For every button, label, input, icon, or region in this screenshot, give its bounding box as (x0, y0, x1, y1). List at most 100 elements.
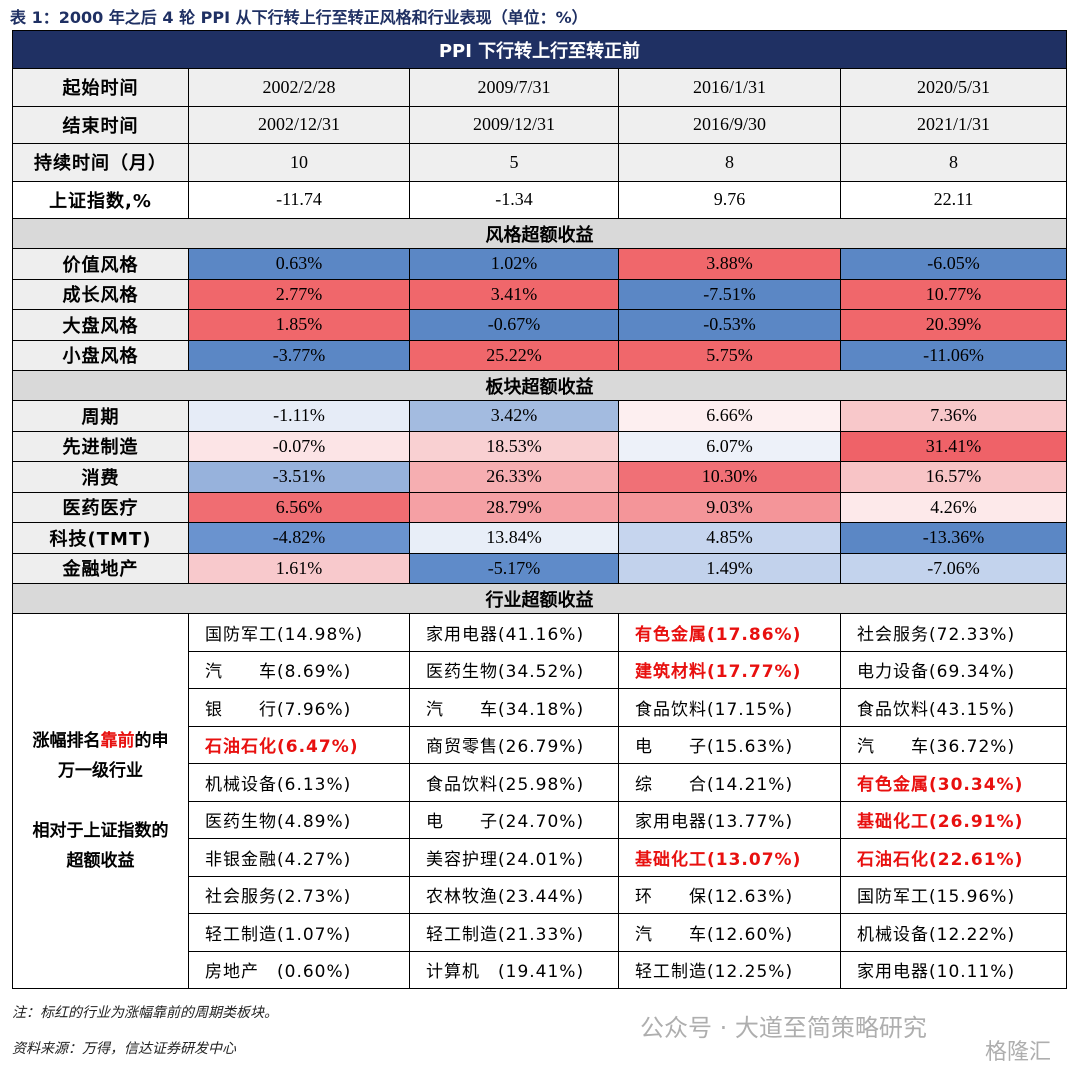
industry-cell: 计算机 (19.41%) (409, 950, 619, 989)
industry-cell: 医药生物(34.52%) (409, 650, 619, 689)
industry-cell: 环 保(12.63%) (618, 875, 841, 914)
heat-cell: 4.85% (618, 522, 841, 554)
row: 医药医疗 6.56% 28.79% 9.03% 4.26% (12, 491, 1068, 523)
row: 结束时间 2002/12/31 2009/12/31 2016/9/30 2021/1/… (12, 105, 1068, 144)
row-label: 持续时间（月） (12, 143, 189, 182)
row: PPI 下行转上行至转正前 (11, 30, 1068, 69)
row: 医药生物(4.89%) 电 子(24.70%) 家用电器(13.77%) 基础化工(2… (13, 800, 1068, 839)
heat-cell: -1.11% (188, 400, 410, 432)
row-label: 科技(TMT) (12, 522, 189, 554)
heat-cell: 3.42% (409, 400, 619, 432)
heat-cell: 10.30% (618, 461, 841, 493)
row-label: 金融地产 (12, 552, 189, 584)
row-label: 上证指数,% (12, 180, 189, 219)
heat-cell: 1.85% (188, 309, 410, 341)
heat-cell: 25.22% (409, 339, 619, 371)
heat-cell: 26.33% (409, 461, 619, 493)
row: 起始时间 2002/2/28 2009/7/31 2016/1/31 2020/5/31 (12, 68, 1068, 107)
cell: -1.34 (409, 180, 619, 219)
industry-cell: 社会服务(2.73%) (188, 875, 410, 914)
industry-cell: 美容护理(24.01%) (409, 838, 619, 877)
heat-cell: -0.53% (618, 309, 841, 341)
industry-cell: 建筑材料(17.77%) (618, 650, 841, 689)
row: 先进制造 -0.07% 18.53% 6.07% 31.41% (12, 430, 1068, 462)
heat-cell: 28.79% (409, 491, 619, 523)
row-label: 成长风格 (12, 278, 189, 310)
row-label: 结束时间 (12, 105, 189, 144)
cell: 2002/2/28 (188, 68, 410, 107)
industry-cell: 轻工制造(1.07%) (188, 913, 410, 952)
industry-cell: 汽 车(8.69%) (188, 650, 410, 689)
heat-cell: 13.84% (409, 522, 619, 554)
cell: 2009/12/31 (409, 105, 619, 144)
row: 汽 车(8.69%) 医药生物(34.52%) 建筑材料(17.77%) 电力设备(6… (13, 650, 1068, 689)
industry-cell: 非银金融(4.27%) (188, 838, 410, 877)
row-label: 医药医疗 (12, 491, 189, 523)
heat-cell: -3.51% (188, 461, 410, 493)
cell: 9.76 (618, 180, 841, 219)
row: 涨幅排名靠前的申万一级行业 相对于上证指数的超额收益 国防军工(14.98%) 家用电… (12, 613, 1068, 989)
row-label: 起始时间 (12, 68, 189, 107)
heat-cell: 31.41% (839, 430, 1068, 462)
heat-cell: -11.06% (839, 339, 1068, 371)
cell: 8 (839, 143, 1068, 182)
industry-cell: 汽 车(12.60%) (618, 913, 841, 952)
industry-cell: 银 行(7.96%) (188, 688, 410, 727)
side-label-text: 涨幅排名靠前的申万一级行业 (27, 726, 174, 786)
note: 注：标红的行业为涨幅靠前的周期类板块。 (12, 1005, 278, 1021)
industry-cell: 汽 车(36.72%) (839, 725, 1068, 764)
industry-cell: 食品饮料(43.15%) (839, 688, 1068, 727)
section-title: 板块超额收益 (11, 370, 1068, 401)
industry-cell: 电 子(24.70%) (409, 800, 619, 839)
heat-cell: 7.36% (839, 400, 1068, 432)
cell: -11.74 (188, 180, 410, 219)
heat-cell: 3.41% (409, 278, 619, 310)
industry-cell: 石油石化(22.61%) (839, 838, 1068, 877)
row-label: 消费 (12, 461, 189, 493)
row-label: 先进制造 (12, 430, 189, 462)
industry-cell: 家用电器(41.16%) (409, 613, 619, 652)
row: 板块超额收益 (11, 370, 1068, 401)
industry-cell: 机械设备(6.13%) (188, 763, 410, 802)
row: 成长风格 2.77% 3.41% -7.51% 10.77% (12, 278, 1068, 310)
industry-cell: 综 合(14.21%) (618, 763, 841, 802)
row: 价值风格 0.63% 1.02% 3.88% -6.05% (12, 248, 1068, 280)
row: 消费 -3.51% 26.33% 10.30% 16.57% (12, 461, 1068, 493)
row: 周期 -1.11% 3.42% 6.66% 7.36% (12, 400, 1068, 432)
industry-cell: 电力设备(69.34%) (839, 650, 1068, 689)
row: 行业超额收益 (11, 583, 1068, 614)
industry-cell: 轻工制造(12.25%) (618, 950, 841, 989)
heat-cell: 6.56% (188, 491, 410, 523)
heat-cell: 16.57% (839, 461, 1068, 493)
industry-cell: 医药生物(4.89%) (188, 800, 410, 839)
row-label: 大盘风格 (12, 309, 189, 341)
row: 持续时间（月） 10 5 8 8 (12, 143, 1068, 182)
row: 房地产 (0.60%) 计算机 (19.41%) 轻工制造(12.25%) 家用电器(… (13, 950, 1068, 989)
industry-cell: 汽 车(34.18%) (409, 688, 619, 727)
row: 石油石化(6.47%) 商贸零售(26.79%) 电 子(15.63%) 汽 车(36… (13, 725, 1068, 764)
cell: 2021/1/31 (839, 105, 1068, 144)
heat-cell: -7.06% (839, 552, 1068, 584)
table: PPI 下行转上行至转正前 起始时间 2002/2/28 2009/7/31 2016/… (11, 30, 1068, 989)
heat-cell: 1.49% (618, 552, 841, 584)
industry-cell: 国防军工(14.98%) (188, 613, 410, 652)
heat-cell: -5.17% (409, 552, 619, 584)
industry-cell: 家用电器(10.11%) (839, 950, 1068, 989)
industry-cell: 商贸零售(26.79%) (409, 725, 619, 764)
cell: 2016/1/31 (618, 68, 841, 107)
caption: 表 1：2000 年之后 4 轮 PPI 从下行转上行至转正风格和行业表现（单位… (10, 8, 588, 27)
side-label-part: 靠前 (100, 731, 135, 751)
industry-cell: 社会服务(72.33%) (839, 613, 1068, 652)
industry-cell: 基础化工(26.91%) (839, 800, 1068, 839)
side-label-part: 涨幅排名 (32, 731, 101, 751)
cell: 2002/12/31 (188, 105, 410, 144)
row: 大盘风格 1.85% -0.67% -0.53% 20.39% (12, 309, 1068, 341)
heat-cell: -0.67% (409, 309, 619, 341)
row: 小盘风格 -3.77% 25.22% 5.75% -11.06% (12, 339, 1068, 371)
heat-cell: 10.77% (839, 278, 1068, 310)
industry-cell: 石油石化(6.47%) (188, 725, 410, 764)
watermark: 公众号 · 大道至简策略研究 (640, 1014, 927, 1042)
cell: 2009/7/31 (409, 68, 619, 107)
industry-cell: 轻工制造(21.33%) (409, 913, 619, 952)
